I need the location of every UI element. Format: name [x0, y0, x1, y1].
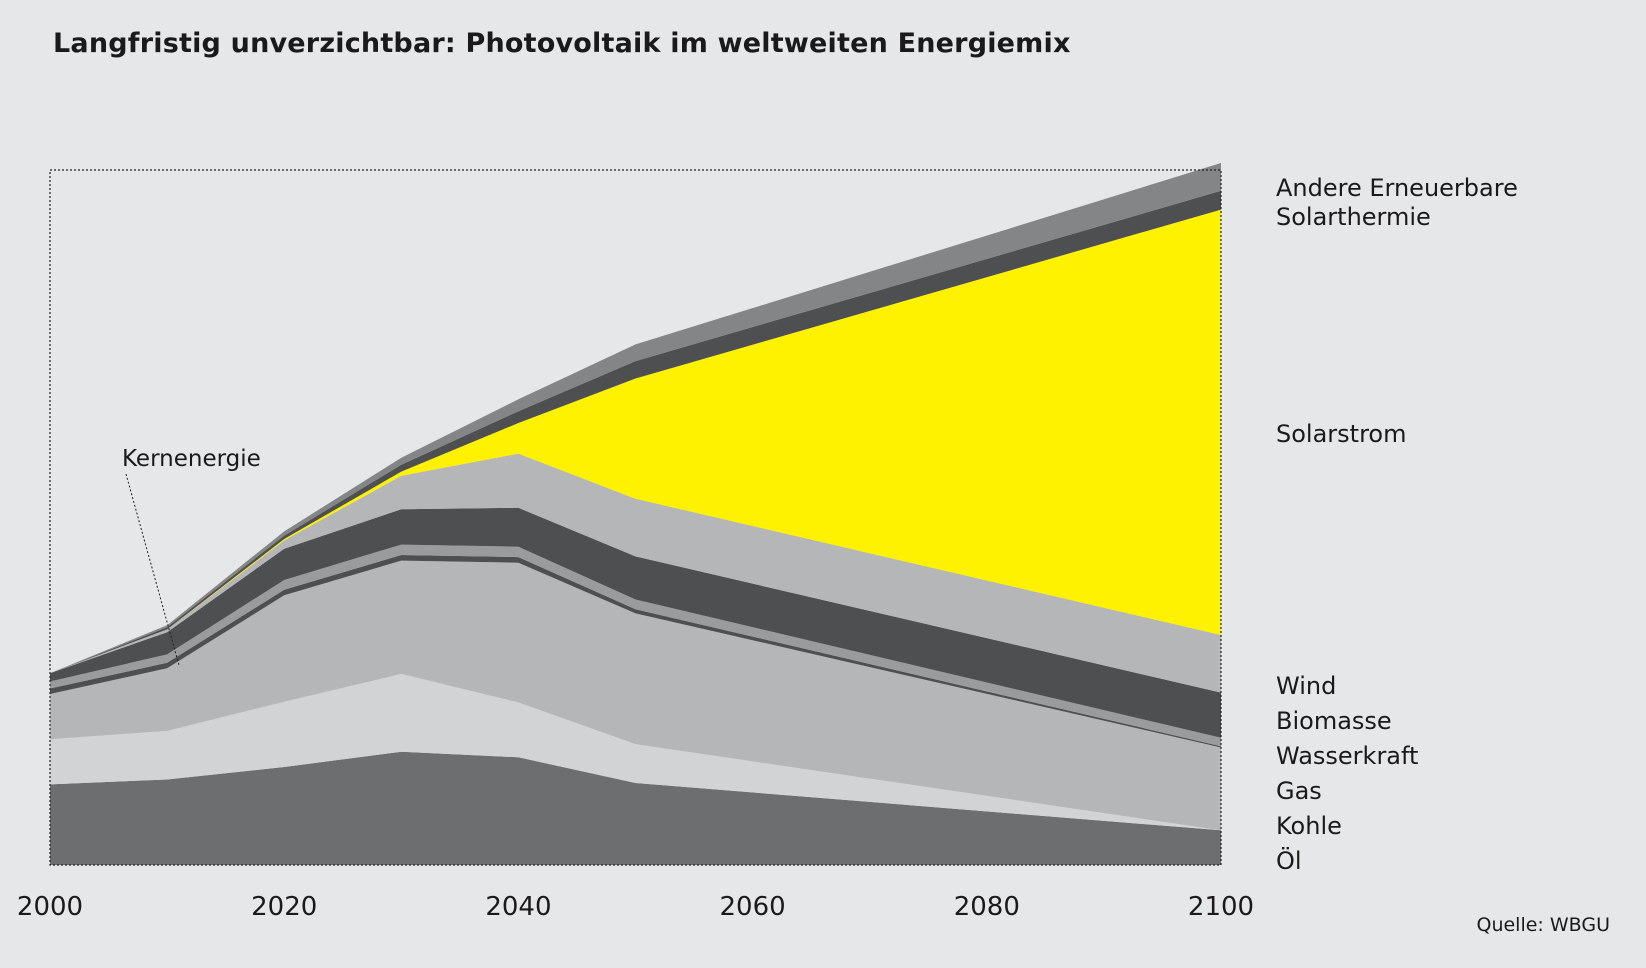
- area-solarstrom: [50, 209, 1221, 674]
- x-tick-label: 2040: [485, 892, 551, 922]
- x-tick-label: 2020: [251, 892, 317, 922]
- series-areas: [50, 163, 1221, 865]
- area-solarthermie: [50, 190, 1221, 674]
- x-tick-label: 2100: [1188, 892, 1254, 922]
- series-label-solarthermie: Solarthermie: [1276, 203, 1431, 231]
- area-kohle: [50, 673, 1221, 831]
- annotation-label-kernenergie: Kernenergie: [122, 446, 261, 472]
- area-andere-erneuerbare: [50, 163, 1221, 674]
- x-tick-label: 2080: [954, 892, 1020, 922]
- series-label-kohle: Kohle: [1276, 812, 1342, 840]
- area-oel: [50, 751, 1221, 865]
- source-note: Quelle: WBGU: [1476, 914, 1611, 936]
- area-gas: [50, 560, 1221, 831]
- series-label-oel: Öl: [1276, 846, 1302, 875]
- series-label-wind: Wind: [1276, 672, 1336, 700]
- series-label-wasserkraft: Wasserkraft: [1276, 742, 1418, 770]
- chart-title: Langfristig unverzichtbar: Photovoltaik …: [53, 28, 1071, 59]
- plot-frame: [49, 169, 1222, 866]
- series-label-biomasse: Biomasse: [1276, 707, 1392, 735]
- area-wind: [50, 453, 1221, 693]
- series-label-andere-erneuerbare: Andere Erneuerbare: [1276, 174, 1518, 202]
- series-label-gas: Gas: [1276, 777, 1322, 805]
- annotation: Kernenergie: [122, 446, 261, 666]
- x-tick-label: 2000: [17, 892, 83, 922]
- annotation-leader-line: [125, 473, 180, 666]
- series-label-solarstrom: Solarstrom: [1276, 420, 1406, 448]
- x-axis-ticks: 2000 2020 2040 2060 2080 2100: [17, 892, 1254, 922]
- x-tick-label: 2060: [720, 892, 786, 922]
